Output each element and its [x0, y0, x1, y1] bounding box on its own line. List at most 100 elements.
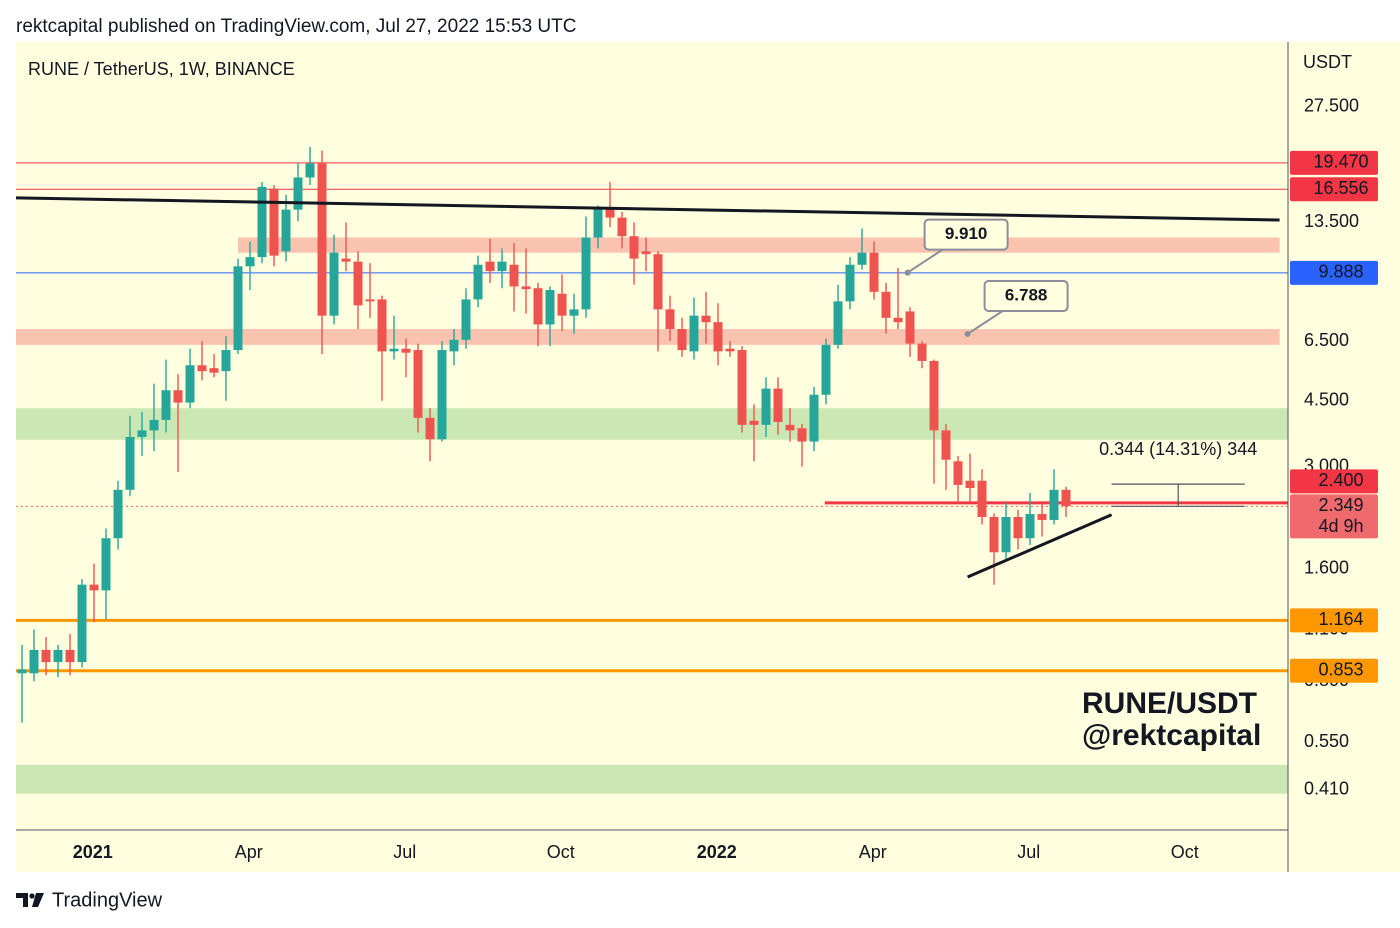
candle-body: [497, 261, 507, 272]
candle-body: [545, 290, 555, 325]
price-label-box: [1290, 150, 1378, 175]
price-label-box: [1290, 260, 1378, 285]
callout-label: 9.910: [945, 224, 988, 243]
candle-body: [737, 350, 747, 425]
x-tick-label: Jul: [393, 842, 416, 862]
footer-brand: TradingView: [52, 889, 163, 911]
callout-box: [923, 218, 1009, 251]
y-tick-label: 6.500: [1304, 330, 1349, 350]
price-label-box: [1290, 494, 1378, 539]
candle-body: [53, 649, 63, 663]
measure-label: 0.344 (14.31%) 344: [1099, 439, 1257, 459]
watermark-line: @rektcapital: [1082, 719, 1261, 752]
y-tick-label: 0.410: [1304, 779, 1349, 799]
price-label-box: [1290, 177, 1378, 202]
candle-body: [1001, 516, 1011, 553]
price-label: 1.164: [1318, 609, 1363, 629]
candle-body: [389, 348, 399, 352]
candle-body: [797, 428, 807, 442]
y-tick-label: 13.500: [1304, 211, 1359, 231]
candle-body: [881, 291, 891, 318]
candle-body: [785, 424, 795, 431]
candle-body: [461, 299, 471, 340]
candle-body: [305, 163, 315, 178]
candle-body: [161, 390, 171, 420]
candle-body: [821, 344, 831, 395]
candle-body: [893, 317, 903, 323]
candle-body: [1037, 514, 1047, 520]
candle-body: [197, 365, 207, 372]
tradingview-logo: [16, 893, 44, 907]
candle-body: [65, 649, 75, 663]
candle-body: [437, 350, 447, 440]
candle-body: [677, 329, 687, 351]
candle-body: [929, 360, 939, 431]
price-label: 0.853: [1318, 660, 1363, 680]
x-tick-label: Oct: [1171, 842, 1199, 862]
callout-point: [904, 269, 911, 276]
price-label: 2.349: [1318, 495, 1363, 515]
candle-body: [125, 436, 135, 490]
zone: [16, 764, 1288, 794]
symbol-title: RUNE / TetherUS, 1W, BINANCE: [28, 59, 295, 79]
candle-body: [41, 649, 51, 663]
candle-body: [17, 669, 27, 674]
candle-body: [809, 394, 819, 442]
candle-body: [401, 348, 411, 353]
callout-label: 6.788: [1005, 285, 1048, 304]
candle-body: [1061, 489, 1071, 507]
candle-body: [245, 257, 255, 267]
levels: [16, 162, 1288, 673]
x-tick-label: Oct: [547, 842, 575, 862]
drawings: 9.910 6.788 0.344 (14.31%) 344: [15, 196, 1280, 579]
candle-body: [221, 350, 231, 372]
candle-body: [77, 584, 87, 663]
price-label-box: [1290, 469, 1378, 494]
zones: [16, 237, 1288, 794]
candle-body: [485, 261, 495, 272]
candle-body: [521, 286, 531, 290]
candle-body: [113, 489, 123, 539]
candle-body: [917, 343, 927, 361]
candles: [17, 146, 1071, 723]
candle-body: [605, 208, 615, 218]
publish-header: rektcapital published on TradingView.com…: [16, 16, 576, 37]
candle-body: [1049, 489, 1059, 520]
candle-body: [749, 420, 759, 425]
trendline: [15, 196, 1280, 222]
candle-body: [869, 252, 879, 292]
candle-body: [185, 365, 195, 403]
candle-body: [317, 163, 327, 316]
candle-body: [1013, 516, 1023, 539]
candle-body: [941, 430, 951, 460]
watermark-line: RUNE/USDT: [1082, 687, 1257, 720]
candle-body: [965, 480, 975, 488]
candle-body: [353, 261, 363, 306]
x-tick-label: Apr: [235, 842, 263, 862]
candle-body: [593, 208, 603, 238]
candle-body: [569, 309, 579, 316]
trendline: [967, 513, 1113, 579]
candle-body: [653, 254, 663, 310]
price-label-box: [1290, 658, 1378, 683]
axis-unit: USDT: [1303, 52, 1352, 72]
candle-body: [953, 461, 963, 485]
candle-body: [761, 388, 771, 425]
candle-body: [509, 264, 519, 287]
candle-body: [209, 368, 219, 373]
candle-body: [341, 258, 351, 262]
zone: [16, 408, 1288, 440]
x-tick-label: 2021: [73, 842, 113, 862]
price-label: 19.470: [1313, 152, 1368, 172]
candle-body: [617, 217, 627, 237]
candle-body: [173, 390, 183, 403]
candle-body: [293, 177, 303, 210]
countdown-label: 4d 9h: [1318, 516, 1363, 536]
candle-body: [473, 264, 483, 300]
candle-body: [329, 252, 339, 316]
candle-body: [425, 417, 435, 440]
candle-body: [665, 309, 675, 330]
candle-body: [365, 299, 375, 302]
